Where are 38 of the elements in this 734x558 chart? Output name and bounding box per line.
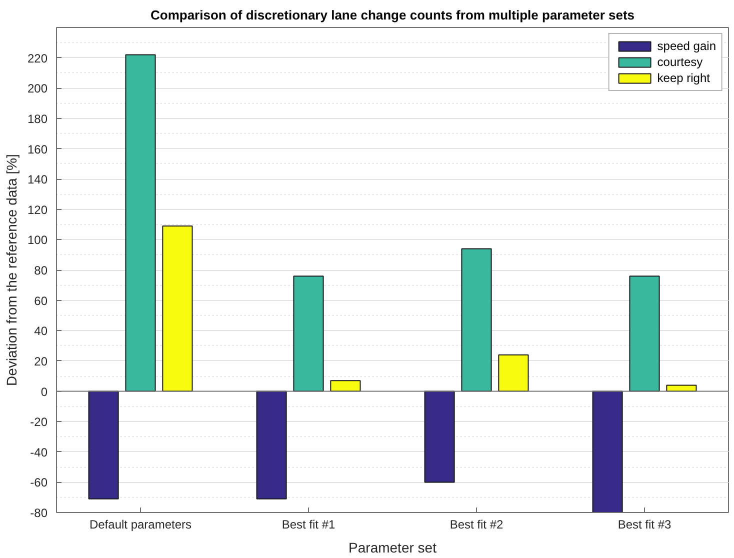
- bar: [629, 276, 660, 392]
- y-tick-label: 160: [27, 142, 48, 156]
- x-tick-label: Best fit #2: [450, 518, 504, 532]
- y-tick-label: 80: [34, 264, 48, 278]
- legend-label: courtesy: [657, 55, 703, 69]
- y-tick-label: 120: [27, 202, 48, 217]
- y-tick-label: 20: [34, 354, 48, 368]
- legend-label: speed gain: [657, 39, 716, 53]
- bar: [88, 390, 119, 500]
- x-axis-title: Parameter set: [348, 540, 437, 556]
- y-tick-label: 200: [27, 82, 48, 96]
- y-tick-label: -20: [30, 415, 48, 430]
- bar: [125, 54, 156, 392]
- bar: [293, 276, 324, 392]
- bar: [162, 226, 193, 392]
- y-tick-label: 40: [34, 324, 48, 338]
- y-tick-label: 140: [27, 172, 48, 187]
- bar: [256, 390, 287, 500]
- y-axis-title: Deviation from the reference data [%]: [3, 154, 20, 386]
- y-tick-label: -80: [30, 506, 48, 520]
- x-tick-label: Default parameters: [89, 518, 192, 532]
- bar: [666, 384, 697, 392]
- y-tick-label: -60: [30, 476, 48, 490]
- y-tick-label: 220: [27, 51, 48, 66]
- y-tick-label: 100: [27, 233, 48, 248]
- bar: [461, 248, 492, 392]
- bar: [424, 390, 455, 483]
- bar: [330, 380, 361, 392]
- y-tick-label: 0: [40, 384, 48, 399]
- y-tick-label: 180: [27, 112, 48, 126]
- legend-label: keep right: [657, 71, 710, 85]
- y-tick-label: 60: [34, 294, 48, 308]
- y-tick-label: -40: [30, 445, 48, 460]
- bar: [498, 354, 529, 392]
- bar: [592, 390, 623, 512]
- chart-title: Comparison of discretionary lane change counts from multiple parameter sets: [150, 8, 635, 22]
- x-tick-label: Best fit #1: [282, 518, 336, 532]
- x-tick-label: Best fit #3: [618, 518, 672, 532]
